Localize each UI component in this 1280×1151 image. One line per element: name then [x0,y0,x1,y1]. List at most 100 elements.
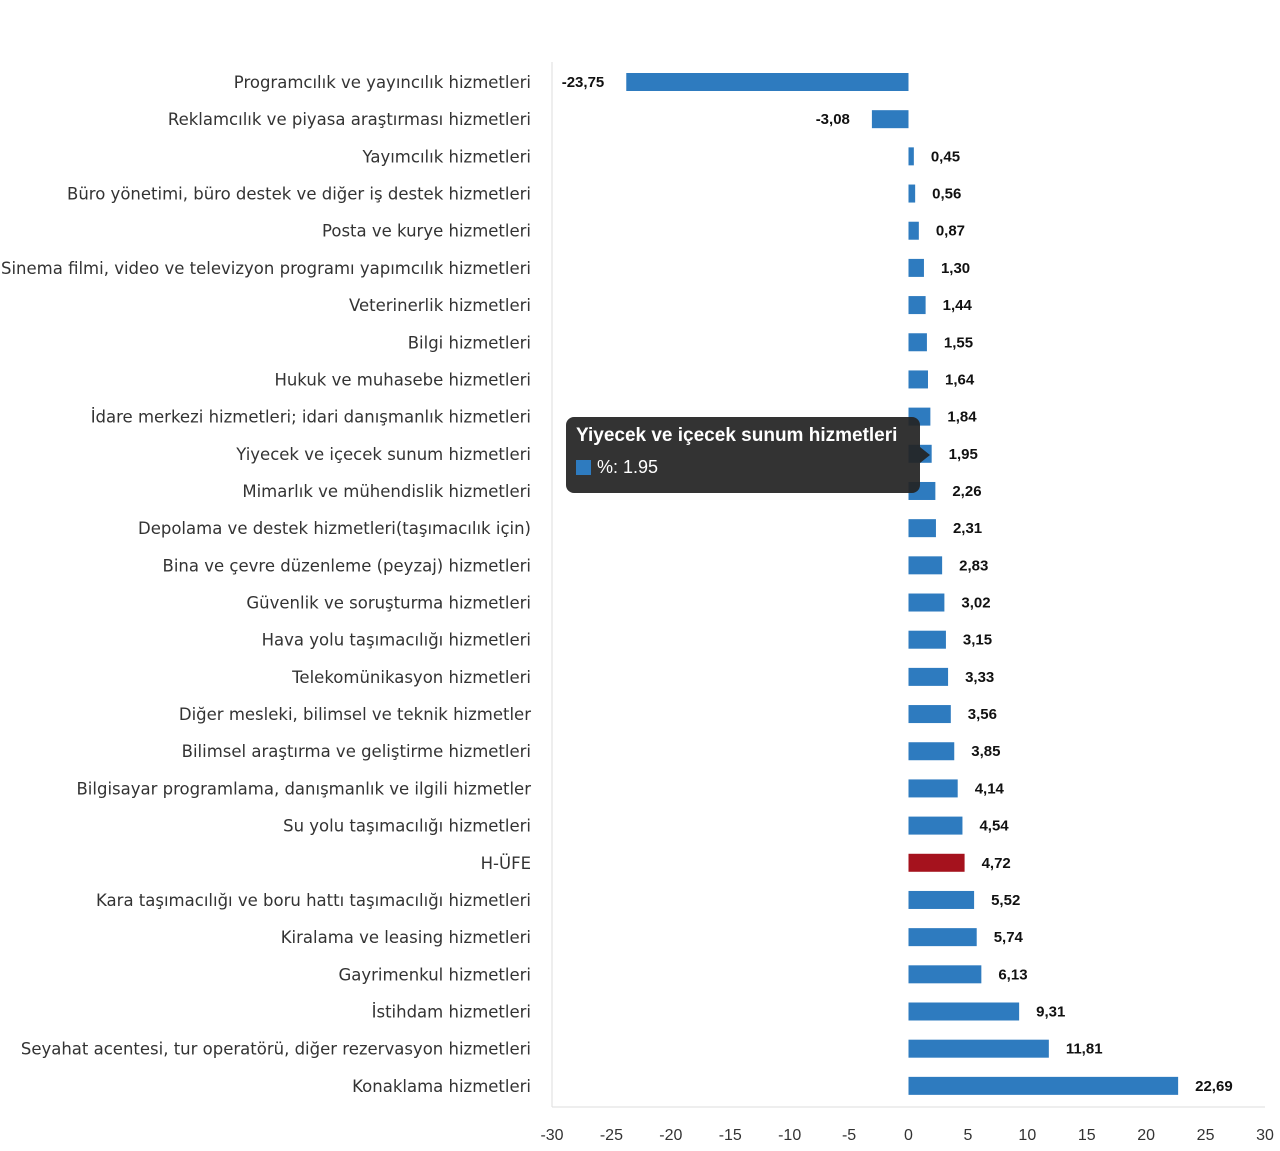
x-tick-label: -10 [778,1127,801,1144]
category-label: Programcılık ve yayıncılık hizmetleri [234,73,531,92]
bar [908,258,924,277]
value-label: 0,87 [936,223,965,240]
x-tick-label: 25 [1197,1127,1215,1144]
category-label: Kiralama ve leasing hizmetleri [281,928,531,947]
category-label: Reklamcılık ve piyasa araştırması hizmet… [168,110,531,129]
category-label: İstihdam hizmetleri [372,1003,531,1022]
bar [908,816,963,835]
value-label: 22,69 [1195,1078,1233,1095]
value-label: 0,45 [931,148,960,165]
value-label: 5,74 [994,929,1024,946]
bar [908,296,926,315]
value-label: 4,72 [982,855,1011,872]
category-label: H-ÜFE [481,854,531,873]
bar [908,667,949,686]
bar [908,853,965,872]
value-label: 6,13 [998,966,1027,983]
category-label: Hukuk ve muhasebe hizmetleri [274,370,531,389]
tooltip-swatch [576,460,591,475]
tooltip-arrow [920,447,930,463]
category-label: Diğer mesleki, bilimsel ve teknik hizmet… [179,705,531,724]
bar [626,73,909,91]
value-label: 1,64 [945,371,975,388]
value-label: 3,15 [963,632,992,649]
category-label: Seyahat acentesi, tur operatörü, diğer r… [21,1040,531,1059]
value-label: 3,33 [965,669,994,686]
bar [908,519,936,538]
value-label: 2,26 [952,483,981,500]
bar [908,1002,1020,1021]
bar [908,147,914,166]
tooltip-title: Yiyecek ve içecek sunum hizmetleri [576,425,898,446]
value-label: 1,44 [943,297,973,314]
x-tick-label: -5 [842,1127,856,1144]
category-label: Telekomünikasyon hizmetleri [291,668,531,687]
value-label: 2,31 [953,520,982,537]
value-label: 3,56 [968,706,997,723]
bar [908,333,927,352]
bar [908,1076,1179,1095]
category-label: Su yolu taşımacılığı hizmetleri [283,817,531,836]
value-label: -23,75 [562,74,605,91]
category-label: Mimarlık ve mühendislik hizmetleri [242,482,531,501]
category-label: Bina ve çevre düzenleme (peyzaj) hizmetl… [163,556,531,575]
category-label: Depolama ve destek hizmetleri(taşımacılı… [138,519,531,538]
value-label: 2,83 [959,557,988,574]
category-label: Büro yönetimi, büro destek ve diğer iş d… [67,185,531,204]
x-tick-label: -15 [719,1127,742,1144]
x-tick-label: -25 [600,1127,623,1144]
x-tick-label: 30 [1256,1127,1274,1144]
bar [908,965,982,984]
value-label: 3,02 [961,595,990,612]
category-label: İdare merkezi hizmetleri; idari danışman… [91,408,531,427]
category-label: Veterinerlik hizmetleri [349,296,531,315]
bar [908,556,943,575]
category-label: Gayrimenkul hizmetleri [338,965,531,984]
bar [908,890,975,909]
x-tick-label: -30 [540,1127,563,1144]
bar [908,184,916,203]
bar [908,742,955,761]
value-label: 1,55 [944,334,973,351]
category-label: Sinema filmi, video ve televizyon progra… [1,259,531,278]
bar [908,779,958,798]
x-tick-label: 20 [1137,1127,1155,1144]
value-label: 11,81 [1066,1041,1103,1058]
bar [908,221,919,240]
category-label: Güvenlik ve soruşturma hizmetleri [246,594,531,613]
bar [908,928,977,947]
category-label: Bilgisayar programlama, danışmanlık ve i… [76,779,531,798]
category-label: Posta ve kurye hizmetleri [322,222,531,241]
value-label: 0,56 [932,186,961,203]
value-label: 1,84 [947,409,977,426]
x-tick-label: 15 [1078,1127,1096,1144]
bar [908,630,946,649]
category-label: Konaklama hizmetleri [352,1077,531,1096]
tooltip: Yiyecek ve içecek sunum hizmetleri %: 1.… [566,417,930,493]
bar [908,705,951,724]
category-label: Hava yolu taşımacılığı hizmetleri [262,631,531,650]
category-label: Bilimsel araştırma ve geliştirme hizmetl… [182,742,531,761]
x-tick-label: -20 [659,1127,682,1144]
value-label: 4,54 [979,818,1009,835]
value-label: -3,08 [816,111,850,128]
category-label: Kara taşımacılığı ve boru hattı taşımacı… [96,891,531,910]
value-label: 1,95 [949,446,978,463]
bar [871,110,909,129]
x-tick-label: 0 [904,1127,913,1144]
value-label: 3,85 [971,743,1000,760]
value-label: 1,30 [941,260,970,277]
x-tick-label: 5 [963,1127,972,1144]
category-label: Yayımcılık hizmetleri [362,147,531,166]
value-label: 4,14 [975,780,1005,797]
bar [908,1039,1049,1058]
value-label: 9,31 [1036,1004,1065,1021]
tooltip-value: %: 1.95 [597,457,659,477]
bar [908,370,928,389]
category-label: Yiyecek ve içecek sunum hizmetleri [235,445,531,464]
category-label: Bilgi hizmetleri [408,333,531,352]
bar [908,593,945,612]
x-tick-label: 10 [1018,1127,1036,1144]
value-label: 5,52 [991,892,1020,909]
